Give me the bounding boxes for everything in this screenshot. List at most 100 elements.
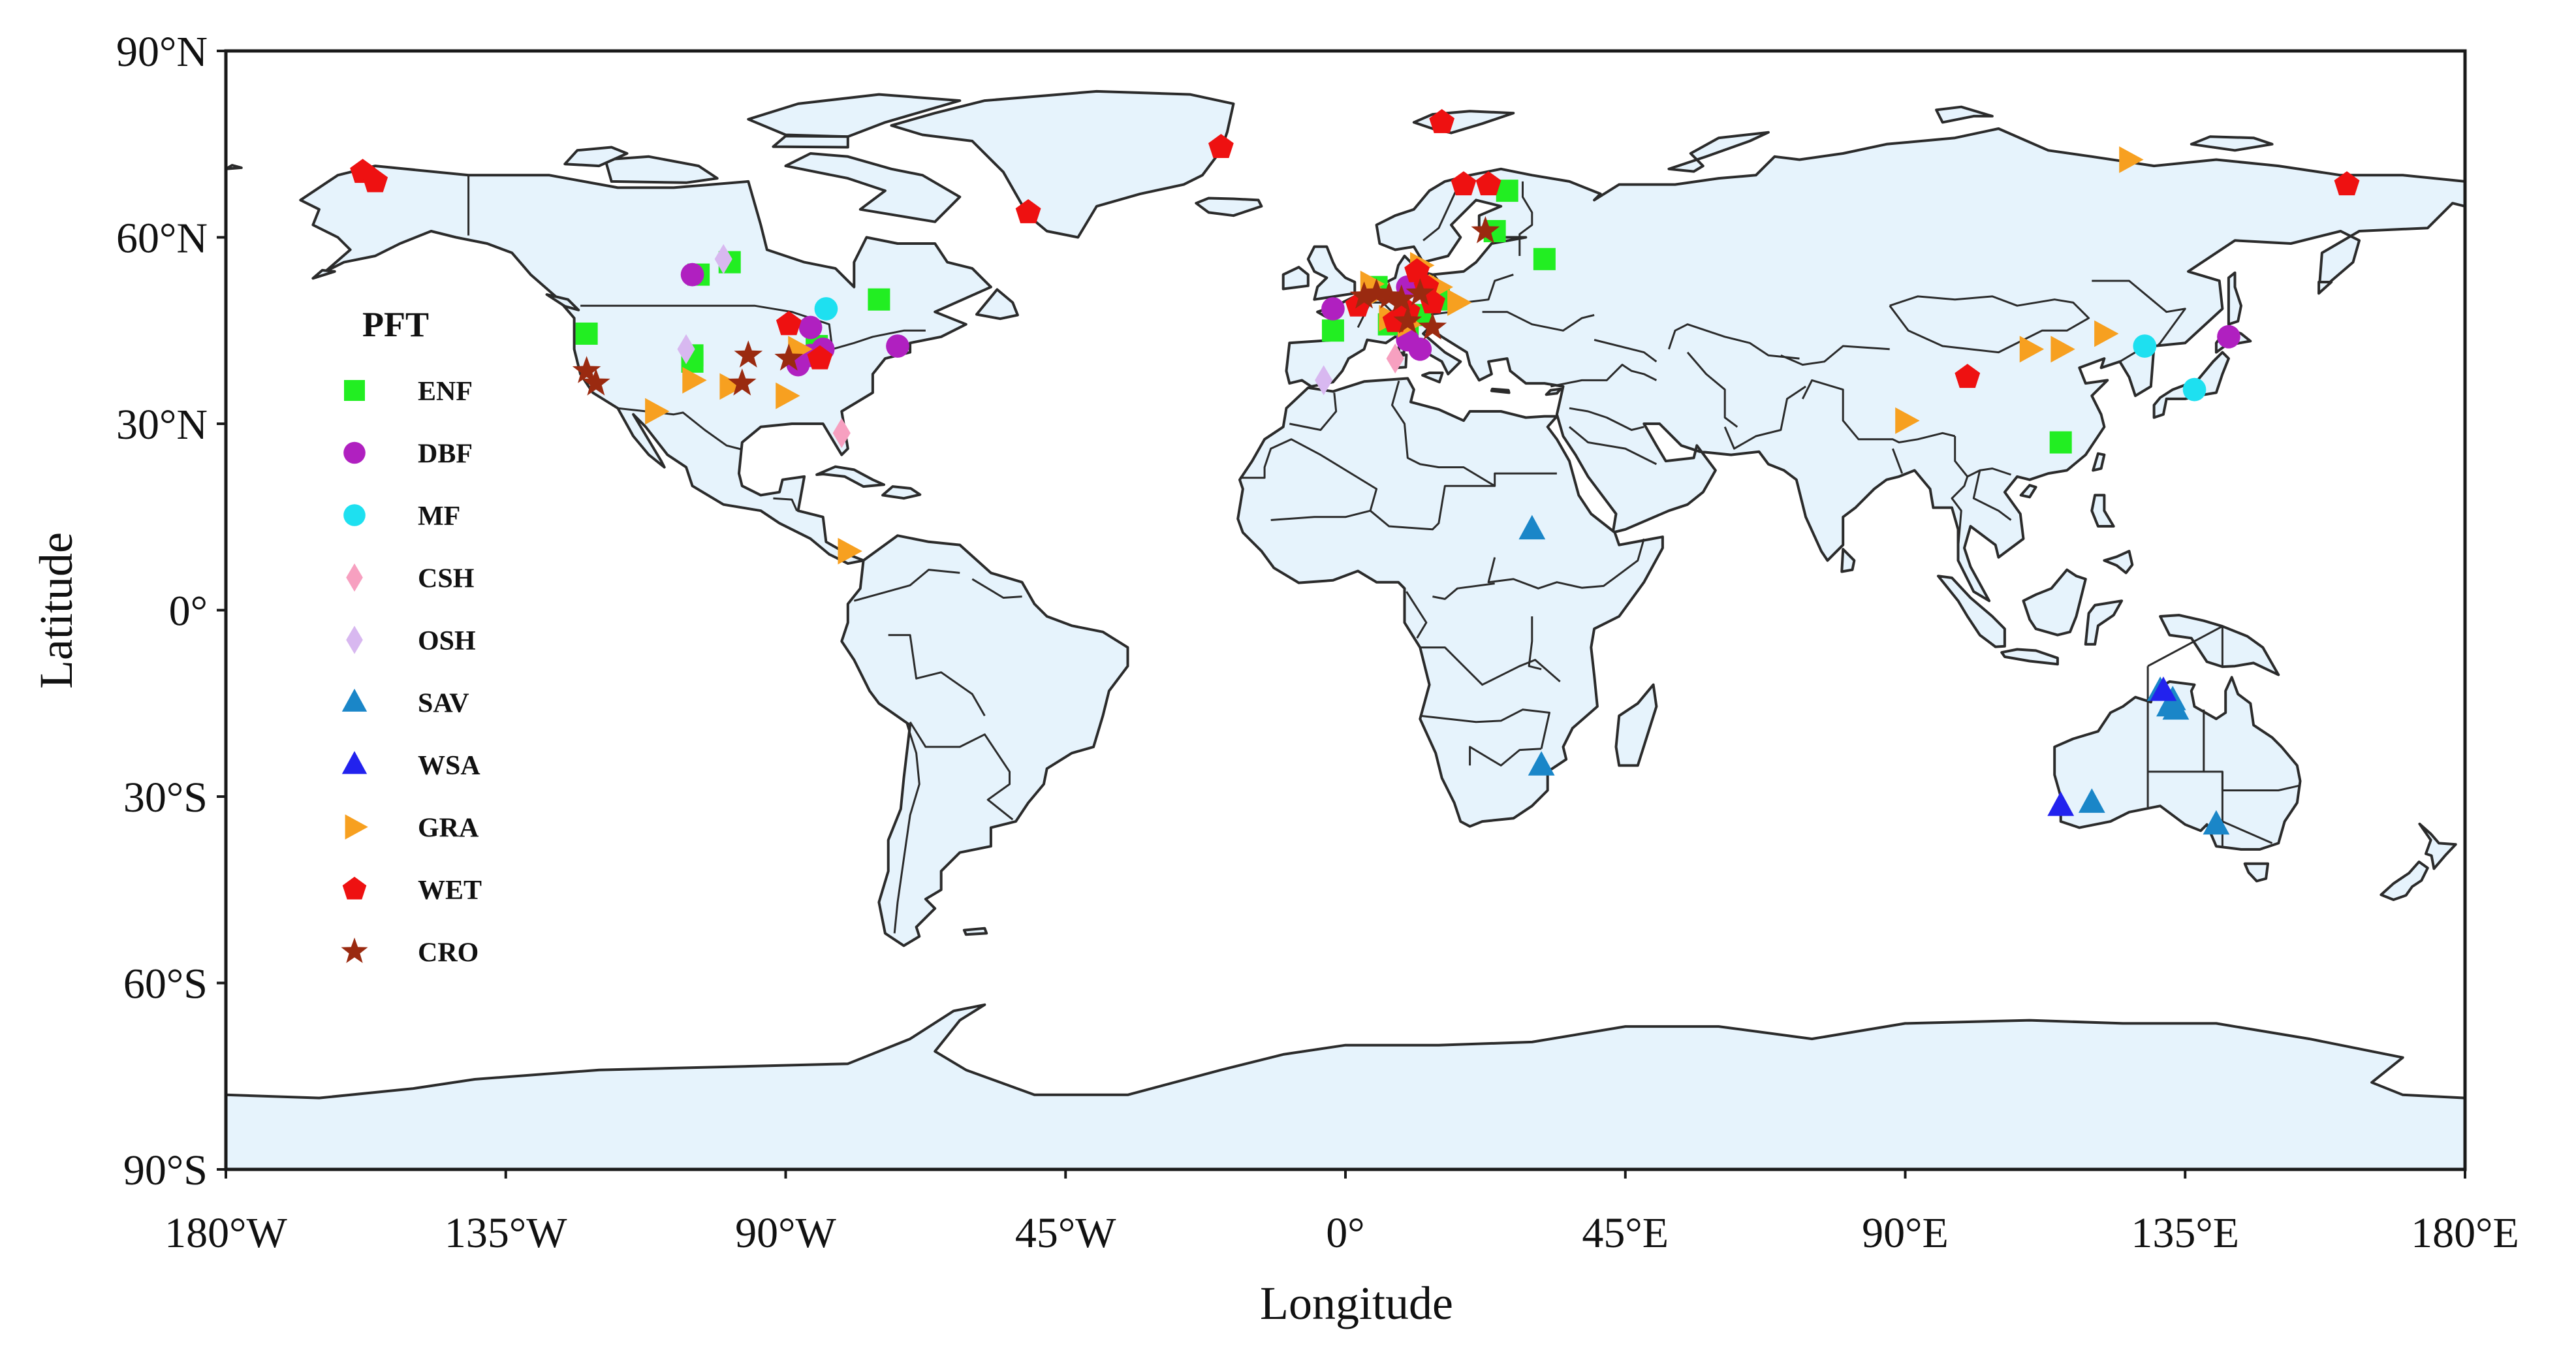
country-border: [1528, 616, 1542, 671]
site-marker-sav: [1518, 515, 1546, 540]
lat-tick-label: 90°N: [116, 28, 208, 76]
site-marker-cro: [582, 368, 610, 396]
site-marker-osh: [714, 244, 732, 274]
site-marker-gra: [838, 537, 862, 565]
land-aleutians: [311, 268, 336, 280]
land-wrangel: [225, 164, 243, 170]
legend-label: WSA: [418, 751, 480, 781]
site-marker-dbf: [1321, 297, 1345, 321]
land-taiwan: [2092, 452, 2106, 472]
legend-item-enf: ENF: [344, 377, 473, 407]
legend-marker-mf: [343, 504, 366, 526]
legend-marker-wet: [342, 876, 367, 900]
site-marker-gra: [1895, 407, 1920, 434]
legend-marker-wsa: [341, 751, 368, 774]
site-marker-enf: [868, 288, 890, 311]
land-nz-north: [2418, 822, 2457, 870]
land-devon-island: [772, 135, 849, 149]
site-marker-gra: [2050, 336, 2075, 363]
site-marker-cro: [1393, 306, 1422, 334]
country-border: [1891, 448, 1904, 474]
country-border: [2092, 279, 2186, 347]
country-border: [1780, 345, 1890, 366]
legend-marker-enf: [344, 380, 365, 401]
land-kamchatka-tip: [2317, 281, 2333, 295]
land-hainan: [2019, 484, 2037, 499]
country-border: [909, 721, 1014, 821]
country-border: [1723, 385, 1806, 450]
land-sicily: [1421, 372, 1444, 384]
site-marker-gra: [776, 382, 800, 409]
lat-tick-label: 60°S: [123, 960, 208, 1008]
site-marker-mf: [814, 297, 838, 321]
land-luzon: [2090, 494, 2115, 528]
country-border: [1289, 392, 1338, 431]
site-marker-osh: [1315, 365, 1333, 396]
country-border: [1432, 582, 1495, 600]
land-crete: [1490, 387, 1511, 394]
land-greenland: [890, 89, 1235, 239]
lon-tick-label: 45°E: [1582, 1209, 1669, 1257]
site-marker-enf: [1533, 247, 1556, 270]
lon-tick-label: 135°W: [445, 1209, 567, 1257]
country-border: [1487, 538, 1645, 590]
series-osh: [677, 244, 1333, 396]
legend-marker-cro: [341, 937, 368, 963]
site-marker-enf: [575, 323, 598, 345]
land-borneo: [2022, 568, 2087, 637]
country-border: [1972, 470, 2012, 521]
site-marker-wet: [1955, 364, 1981, 388]
site-marker-mf: [2182, 377, 2207, 402]
site-marker-sav: [2078, 788, 2105, 813]
site-marker-dbf: [886, 334, 909, 358]
legend-item-dbf: DBF: [343, 439, 473, 469]
series-wet: [350, 109, 2360, 388]
lon-tick-label: 180°W: [165, 1209, 287, 1257]
country-border: [1686, 351, 1738, 428]
land-masses: [225, 89, 2466, 1171]
land-ireland: [1281, 266, 1310, 291]
lon-tick-label: 90°E: [1862, 1209, 1949, 1257]
site-marker-sav: [2162, 695, 2190, 720]
legend-label: OSH: [418, 626, 476, 656]
site-marker-enf: [1321, 319, 1344, 342]
country-border: [1889, 295, 2090, 354]
country-border: [1469, 746, 1542, 767]
land-antarctica: [225, 1003, 2466, 1171]
legend-item-csh: CSH: [346, 563, 474, 594]
site-marker-cro: [728, 368, 757, 396]
legend-item-wet: WET: [342, 876, 482, 906]
site-marker-dbf: [2217, 325, 2240, 349]
series-csh: [832, 343, 1404, 449]
land-cyprus: [1545, 387, 1562, 396]
lat-tick-label: 60°N: [116, 215, 208, 262]
land-banks-island: [563, 146, 629, 168]
country-border: [1240, 438, 1378, 521]
lat-tick-label: 90°S: [123, 1147, 208, 1194]
legend-item-osh: OSH: [346, 626, 476, 656]
country-border: [1951, 476, 1969, 548]
land-mindanao: [2103, 550, 2134, 575]
lon-tick-label: 45°W: [1015, 1209, 1116, 1257]
country-border: [1954, 436, 2011, 478]
land-madagascar: [1614, 683, 1658, 767]
land-newfoundland: [975, 288, 1019, 321]
site-marker-cro: [734, 340, 763, 368]
land-tasmania: [2243, 862, 2269, 883]
land-south-america: [840, 534, 1129, 947]
lon-tick-label: 0°: [1326, 1209, 1364, 1257]
site-marker-gra: [1447, 289, 1472, 316]
land-eurasia: [1285, 127, 2466, 603]
country-border: [1406, 591, 1428, 639]
legend-label: ENF: [418, 377, 473, 407]
lat-tick-label: 30°S: [123, 774, 208, 821]
land-north-america: [299, 165, 992, 565]
country-border: [1482, 311, 1595, 332]
country-border: [2203, 770, 2301, 791]
series-mf: [814, 297, 2207, 402]
site-marker-cro: [1418, 312, 1447, 340]
site-marker-wsa: [2150, 676, 2177, 701]
site-marker-wet: [807, 345, 833, 370]
site-marker-gra: [2094, 320, 2119, 347]
